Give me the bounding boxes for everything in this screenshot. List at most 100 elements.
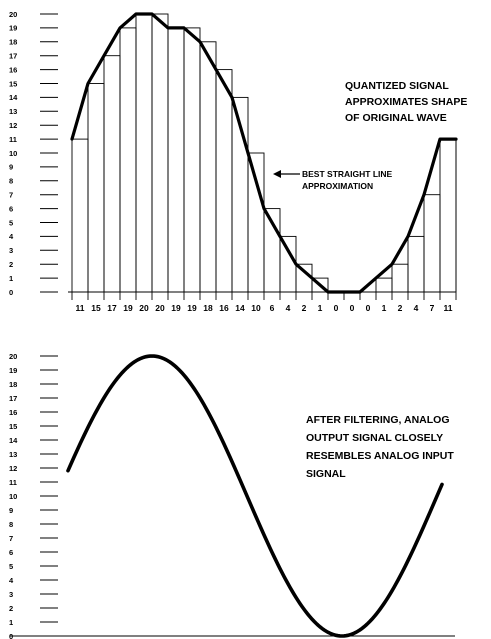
bottom-y-tick-label: 13 (9, 450, 17, 459)
quantized-annotation-line-3: OF ORIGINAL WAVE (345, 112, 447, 124)
sample-value-label: 0 (350, 303, 355, 313)
top-y-tick-label: 11 (9, 135, 17, 144)
top-sample-labels: 11 15 17 19 20 20 19 19 18 16 14 10 6 4 2 1 0 0 0 1 2 4 7 11 (76, 303, 453, 313)
sample-value-label: 0 (366, 303, 371, 313)
top-y-tick-label: 2 (9, 260, 13, 269)
bottom-y-tick-label: 7 (9, 534, 13, 543)
sample-bar (87, 83, 105, 293)
sample-value-label: 0 (334, 303, 339, 313)
sample-bar (103, 55, 121, 293)
top-y-tick-label: 16 (9, 65, 17, 74)
top-y-tick-label: 19 (9, 24, 17, 33)
sample-value-label: 6 (270, 303, 275, 313)
bottom-y-tick-label: 20 (9, 352, 17, 361)
best-line-callout: BEST STRAIGHT LINE APPROXIMATION (273, 169, 393, 191)
bottom-y-tick-label: 19 (9, 366, 17, 375)
sample-bar (375, 277, 393, 293)
bottom-y-tick-label: 10 (9, 492, 17, 501)
sample-value-label: 18 (203, 303, 213, 313)
filtered-annotation: AFTER FILTERING, ANALOG OUTPUT SIGNAL CL… (306, 414, 454, 480)
bottom-filtered-wave (66, 354, 444, 638)
quantized-annotation-line-1: QUANTIZED SIGNAL (345, 80, 449, 92)
sample-bar (247, 152, 265, 293)
sample-value-label: 20 (155, 303, 165, 313)
filtered-annotation-line-4: SIGNAL (306, 468, 346, 480)
sample-value-label: 14 (235, 303, 245, 313)
top-y-tick-label: 9 (9, 163, 13, 172)
bottom-y-tick-label: 17 (9, 394, 17, 403)
bottom-y-tick-label: 0 (9, 632, 13, 639)
sample-value-label: 15 (91, 303, 101, 313)
top-y-tick-label: 13 (9, 107, 17, 116)
sample-bar (135, 13, 153, 293)
bottom-y-tick-label: 4 (9, 576, 14, 585)
sample-value-label: 16 (219, 303, 229, 313)
top-bars (71, 13, 457, 300)
top-y-tick-label: 10 (9, 149, 17, 158)
sample-value-label: 10 (251, 303, 261, 313)
sample-bar (423, 194, 441, 293)
sample-value-label: 1 (318, 303, 323, 313)
bottom-y-tick-label: 6 (9, 548, 13, 557)
bottom-y-tick-label: 3 (9, 590, 13, 599)
filtered-annotation-line-3: RESEMBLES ANALOG INPUT (306, 450, 454, 462)
sample-value-label: 2 (302, 303, 307, 313)
top-y-tick-label: 14 (9, 93, 18, 102)
top-y-tick-label: 0 (9, 288, 13, 297)
sample-value-label: 1 (382, 303, 387, 313)
bottom-y-tick-label: 15 (9, 422, 17, 431)
sample-value-label: 17 (107, 303, 117, 313)
sample-bar (215, 69, 233, 293)
sample-bar (119, 27, 137, 293)
bottom-y-tick-label: 2 (9, 604, 13, 613)
sample-bar (71, 138, 89, 293)
bottom-y-tick-label: 14 (9, 436, 18, 445)
top-y-tick-label: 4 (9, 232, 14, 241)
filtered-annotation-line-2: OUTPUT SIGNAL CLOSELY (306, 432, 443, 444)
sample-bar (199, 41, 217, 293)
top-y-tick-label: 12 (9, 121, 17, 130)
bottom-y-tick-label: 18 (9, 380, 17, 389)
top-y-tick-label: 5 (9, 218, 13, 227)
quantized-annotation-line-2: APPROXIMATES SHAPE (345, 96, 467, 108)
sample-bar (391, 263, 409, 293)
sample-value-label: 19 (187, 303, 197, 313)
bottom-y-tick-label: 8 (9, 520, 13, 529)
callout-line-2: APPROXIMATION (302, 181, 373, 191)
sample-bar (407, 235, 425, 293)
top-y-tick-label: 7 (9, 191, 13, 200)
sample-value-label: 4 (286, 303, 291, 313)
sample-bar (279, 235, 297, 293)
top-y-tick-label: 3 (9, 246, 13, 255)
sample-value-label: 7 (430, 303, 435, 313)
bottom-y-tick-label: 12 (9, 464, 17, 473)
sample-value-label: 11 (76, 303, 85, 313)
sample-value-label: 20 (139, 303, 149, 313)
sample-value-label: 2 (398, 303, 403, 313)
bottom-y-tick-label: 16 (9, 408, 17, 417)
sample-bar (183, 27, 201, 293)
sample-value-label: 19 (171, 303, 181, 313)
sample-value-label: 11 (444, 303, 453, 313)
top-y-tick-label: 17 (9, 52, 17, 61)
top-y-tick-label: 18 (9, 38, 17, 47)
quantized-annotation: QUANTIZED SIGNAL APPROXIMATES SHAPE OF O… (345, 80, 467, 124)
top-wave-curve (70, 12, 458, 294)
sample-value-label: 4 (414, 303, 419, 313)
callout-arrowhead (273, 170, 281, 178)
sample-bar (151, 13, 169, 293)
top-y-tick-label: 8 (9, 177, 13, 186)
filtered-annotation-line-1: AFTER FILTERING, ANALOG (306, 414, 450, 426)
top-y-tick-label: 1 (9, 274, 13, 283)
bottom-y-tick-label: 11 (9, 478, 17, 487)
top-y-tick-label: 20 (9, 10, 17, 19)
bottom-y-tick-label: 1 (9, 618, 13, 627)
bottom-y-tick-label: 5 (9, 562, 13, 571)
top-y-tick-label: 15 (9, 79, 17, 88)
sample-value-label: 19 (123, 303, 133, 313)
